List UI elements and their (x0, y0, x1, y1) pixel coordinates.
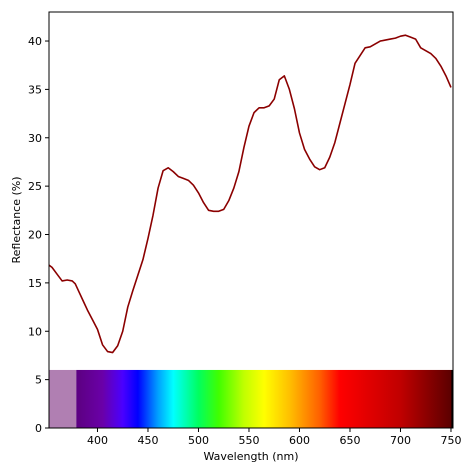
data-series (49, 34, 452, 354)
x-tick-label: 700 (390, 434, 411, 447)
y-tick-label: 0 (35, 422, 42, 435)
series-line-0 (49, 34, 452, 354)
x-tick-label: 750 (440, 434, 461, 447)
x-tick-label: 550 (238, 434, 259, 447)
x-tick-label: 450 (137, 434, 158, 447)
x-axis-ticks: 400 450 500 550 600 650 700 750 (87, 428, 461, 447)
x-tick-label: 600 (289, 434, 310, 447)
y-tick-label: 15 (28, 277, 42, 290)
x-tick-label: 500 (188, 434, 209, 447)
visible-spectrum-band (76, 369, 452, 428)
y-axis-ticks: 0 5 10 15 20 25 30 35 40 (28, 35, 49, 435)
y-tick-label: 25 (28, 180, 42, 193)
x-tick-label: 650 (339, 434, 360, 447)
uv-band (49, 369, 77, 428)
y-tick-label: 30 (28, 132, 42, 145)
x-axis-label: Wavelength (nm) (203, 450, 298, 463)
y-tick-label: 35 (28, 83, 42, 96)
y-axis-label: Reflectance (%) (10, 176, 23, 263)
y-tick-label: 40 (28, 35, 42, 48)
spectrum-band (49, 369, 453, 428)
x-tick-label: 400 (87, 434, 108, 447)
plot-frame (48, 11, 454, 429)
y-tick-label: 20 (28, 229, 42, 242)
y-tick-label: 5 (35, 374, 42, 387)
y-tick-label: 10 (28, 325, 42, 338)
